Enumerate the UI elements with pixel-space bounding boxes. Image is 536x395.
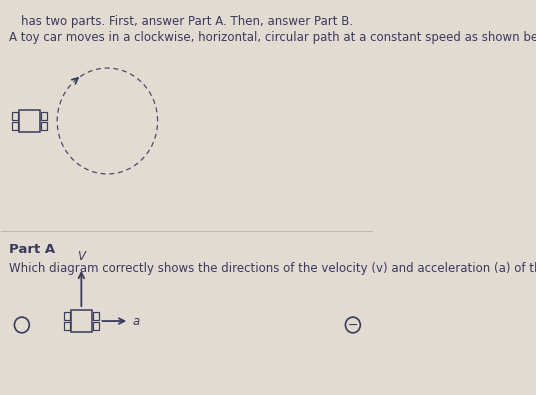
Text: a: a bbox=[133, 314, 140, 327]
Bar bbox=[12, 112, 18, 120]
Bar bbox=[64, 322, 70, 330]
Bar bbox=[93, 322, 99, 330]
Bar bbox=[41, 122, 47, 130]
Text: has two parts. First, answer Part A. Then, answer Part B.: has two parts. First, answer Part A. The… bbox=[21, 15, 353, 28]
Bar bbox=[71, 310, 92, 332]
Text: −: − bbox=[348, 318, 358, 331]
Bar bbox=[64, 312, 70, 320]
Bar bbox=[93, 312, 99, 320]
Text: Part A: Part A bbox=[9, 243, 55, 256]
Bar bbox=[12, 122, 18, 130]
Text: Which diagram correctly shows the directions of the velocity (v) and acceleratio: Which diagram correctly shows the direct… bbox=[9, 262, 536, 275]
Text: V: V bbox=[77, 250, 85, 263]
Text: A toy car moves in a clockwise, horizontal, circular path at a constant speed as: A toy car moves in a clockwise, horizont… bbox=[9, 31, 536, 44]
Bar bbox=[19, 110, 40, 132]
Bar bbox=[41, 112, 47, 120]
